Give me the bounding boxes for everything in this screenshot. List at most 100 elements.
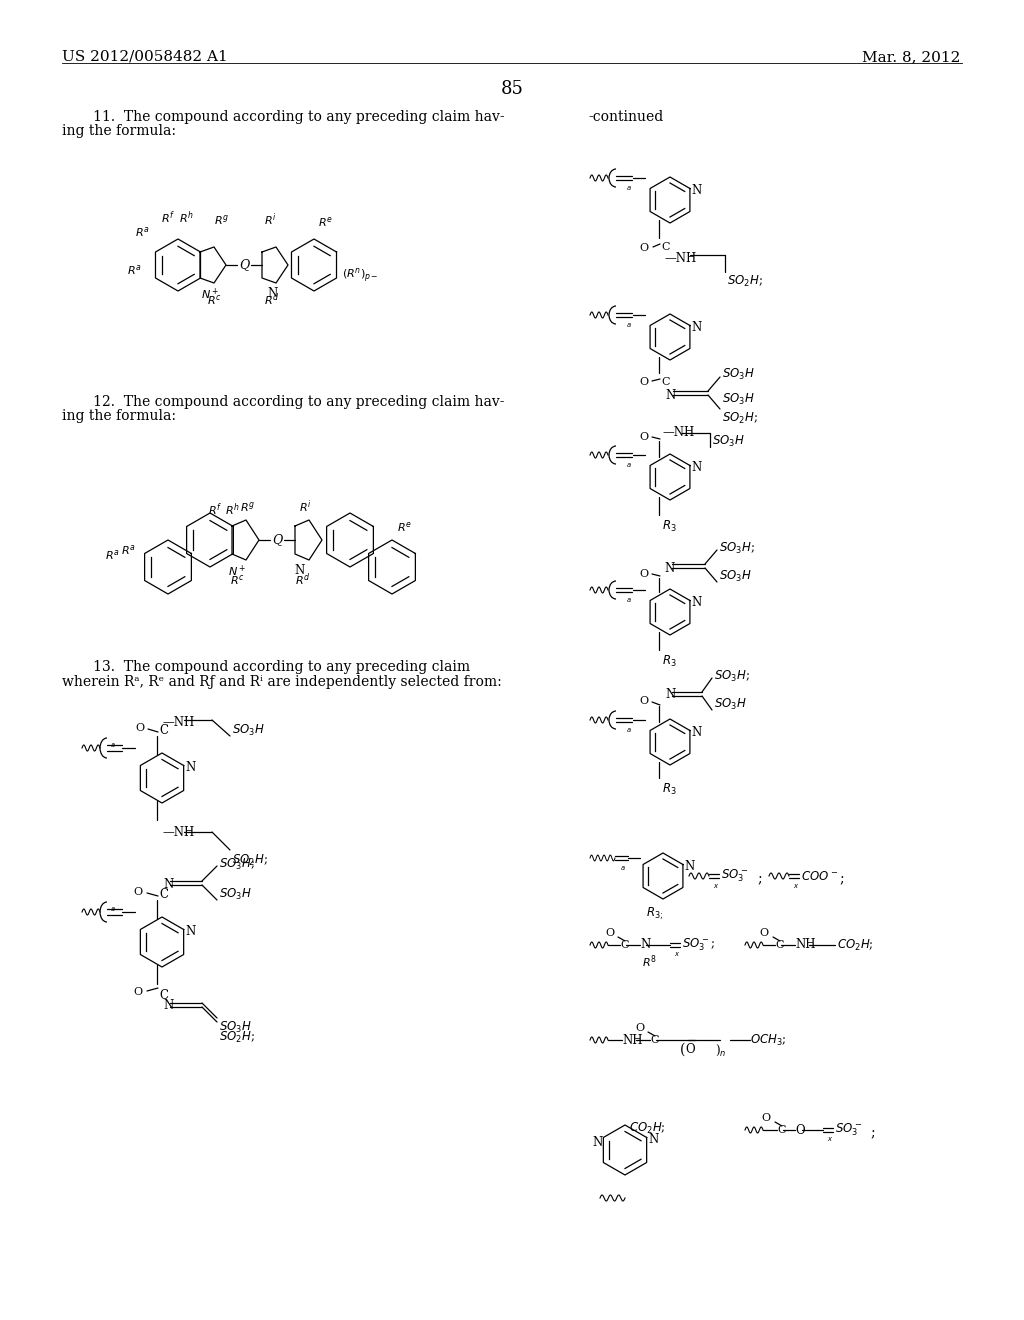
Text: O: O — [639, 378, 648, 387]
Text: $_a$: $_a$ — [626, 726, 632, 735]
Text: $R^i$: $R^i$ — [264, 211, 276, 228]
Text: C: C — [620, 940, 629, 950]
Text: C: C — [662, 242, 670, 252]
Text: $R^g$: $R^g$ — [241, 500, 256, 513]
Text: O: O — [605, 928, 614, 939]
Text: $SO_3H$: $SO_3H$ — [219, 887, 252, 902]
Text: $SO_3^-$;: $SO_3^-$; — [682, 937, 715, 953]
Text: O: O — [639, 569, 648, 579]
Text: $(R^n)_{p-}$: $(R^n)_{p-}$ — [342, 267, 379, 285]
Text: $R^a$: $R^a$ — [134, 224, 150, 239]
Text: $R^a$: $R^a$ — [104, 548, 120, 562]
Text: $_a$: $_a$ — [626, 183, 632, 193]
Text: N: N — [691, 597, 701, 609]
Text: N: N — [163, 879, 173, 891]
Text: O: O — [635, 1023, 644, 1034]
Text: O: O — [685, 1043, 695, 1056]
Text: $_a$: $_a$ — [110, 906, 116, 913]
Text: C: C — [775, 940, 783, 950]
Text: N: N — [295, 564, 305, 577]
Text: N: N — [684, 861, 694, 873]
Text: Q: Q — [239, 259, 249, 272]
Text: ing the formula:: ing the formula: — [62, 409, 176, 422]
Text: $R^d$: $R^d$ — [264, 292, 280, 309]
Text: N: N — [267, 286, 278, 300]
Text: $R^g$: $R^g$ — [214, 213, 229, 227]
Text: $R_3$: $R_3$ — [662, 781, 677, 797]
Text: O: O — [134, 987, 143, 997]
Text: $SO_3H$: $SO_3H$ — [722, 392, 755, 407]
Text: $_a$: $_a$ — [626, 461, 632, 470]
Text: N: N — [648, 1133, 658, 1146]
Text: N: N — [691, 183, 701, 197]
Text: $SO_2H$;: $SO_2H$; — [232, 853, 268, 869]
Text: $SO_3H$: $SO_3H$ — [219, 1020, 252, 1035]
Text: ing the formula:: ing the formula: — [62, 124, 176, 139]
Text: C: C — [650, 1035, 658, 1045]
Text: $R_3$: $R_3$ — [662, 653, 677, 669]
Text: N: N — [185, 762, 196, 774]
Text: $R^a$: $R^a$ — [127, 263, 141, 277]
Text: $_a$: $_a$ — [110, 741, 116, 750]
Text: $SO_3H$;: $SO_3H$; — [719, 540, 755, 556]
Text: $R^h$: $R^h$ — [178, 210, 194, 226]
Text: —NH: —NH — [162, 826, 195, 840]
Text: O: O — [795, 1123, 805, 1137]
Text: $R^h$: $R^h$ — [224, 502, 240, 519]
Text: $SO_3H$;: $SO_3H$; — [714, 668, 750, 684]
Text: US 2012/0058482 A1: US 2012/0058482 A1 — [62, 50, 227, 63]
Text: O: O — [639, 432, 648, 442]
Text: $R^c$: $R^c$ — [229, 573, 245, 587]
Text: $SO_3H$: $SO_3H$ — [714, 697, 746, 711]
Text: )$_n$: )$_n$ — [715, 1043, 726, 1059]
Text: $SO_3H$: $SO_3H$ — [232, 723, 265, 738]
Text: $_x$: $_x$ — [827, 1135, 834, 1144]
Text: 13.  The compound according to any preceding claim: 13. The compound according to any preced… — [80, 660, 470, 675]
Text: $SO_2H$;: $SO_2H$; — [219, 1030, 255, 1045]
Text: O: O — [762, 1113, 771, 1123]
Text: —NH: —NH — [664, 252, 696, 265]
Text: O: O — [639, 696, 648, 706]
Text: N: N — [665, 389, 675, 403]
Text: 85: 85 — [501, 81, 523, 98]
Text: O: O — [134, 887, 143, 898]
Text: $N^+$: $N^+$ — [201, 286, 219, 302]
Text: -continued: -continued — [588, 110, 664, 124]
Text: $SO_2H$;: $SO_2H$; — [722, 411, 758, 426]
Text: NH: NH — [795, 939, 815, 952]
Text: $_x$: $_x$ — [674, 950, 680, 960]
Text: $_a$: $_a$ — [626, 321, 632, 330]
Text: —NH: —NH — [662, 425, 694, 438]
Text: 12.  The compound according to any preceding claim hav-: 12. The compound according to any preced… — [80, 395, 505, 409]
Text: N: N — [664, 561, 674, 574]
Text: C: C — [159, 989, 168, 1002]
Text: ;: ; — [757, 873, 762, 886]
Text: $R_3$: $R_3$ — [662, 519, 677, 535]
Text: $R^f$: $R^f$ — [208, 502, 222, 519]
Text: N: N — [665, 689, 675, 701]
Text: (: ( — [680, 1043, 685, 1057]
Text: O: O — [760, 928, 769, 939]
Text: $COO^-$: $COO^-$ — [801, 870, 839, 883]
Text: NH: NH — [622, 1034, 642, 1047]
Text: C: C — [662, 378, 670, 387]
Text: $SO_3^-$: $SO_3^-$ — [835, 1122, 862, 1138]
Text: $R^8$: $R^8$ — [642, 953, 656, 970]
Text: —NH: —NH — [162, 715, 195, 729]
Text: $CO_2H$;: $CO_2H$; — [837, 937, 873, 953]
Text: $_x$: $_x$ — [713, 882, 719, 891]
Text: $CO_2H$;: $CO_2H$; — [629, 1121, 666, 1135]
Text: $R^i$: $R^i$ — [299, 499, 311, 515]
Text: $SO_3^-$: $SO_3^-$ — [721, 867, 749, 884]
Text: $_x$: $_x$ — [793, 882, 799, 891]
Text: Mar. 8, 2012: Mar. 8, 2012 — [861, 50, 961, 63]
Text: N: N — [185, 925, 196, 939]
Text: O: O — [639, 243, 648, 253]
Text: N: N — [691, 726, 701, 739]
Text: $SO_3H$: $SO_3H$ — [722, 367, 755, 381]
Text: O: O — [135, 723, 144, 733]
Text: C: C — [777, 1125, 785, 1135]
Text: $SO_2H$;: $SO_2H$; — [727, 275, 763, 289]
Text: N: N — [640, 939, 650, 952]
Text: $R_{3;}$: $R_{3;}$ — [646, 906, 664, 923]
